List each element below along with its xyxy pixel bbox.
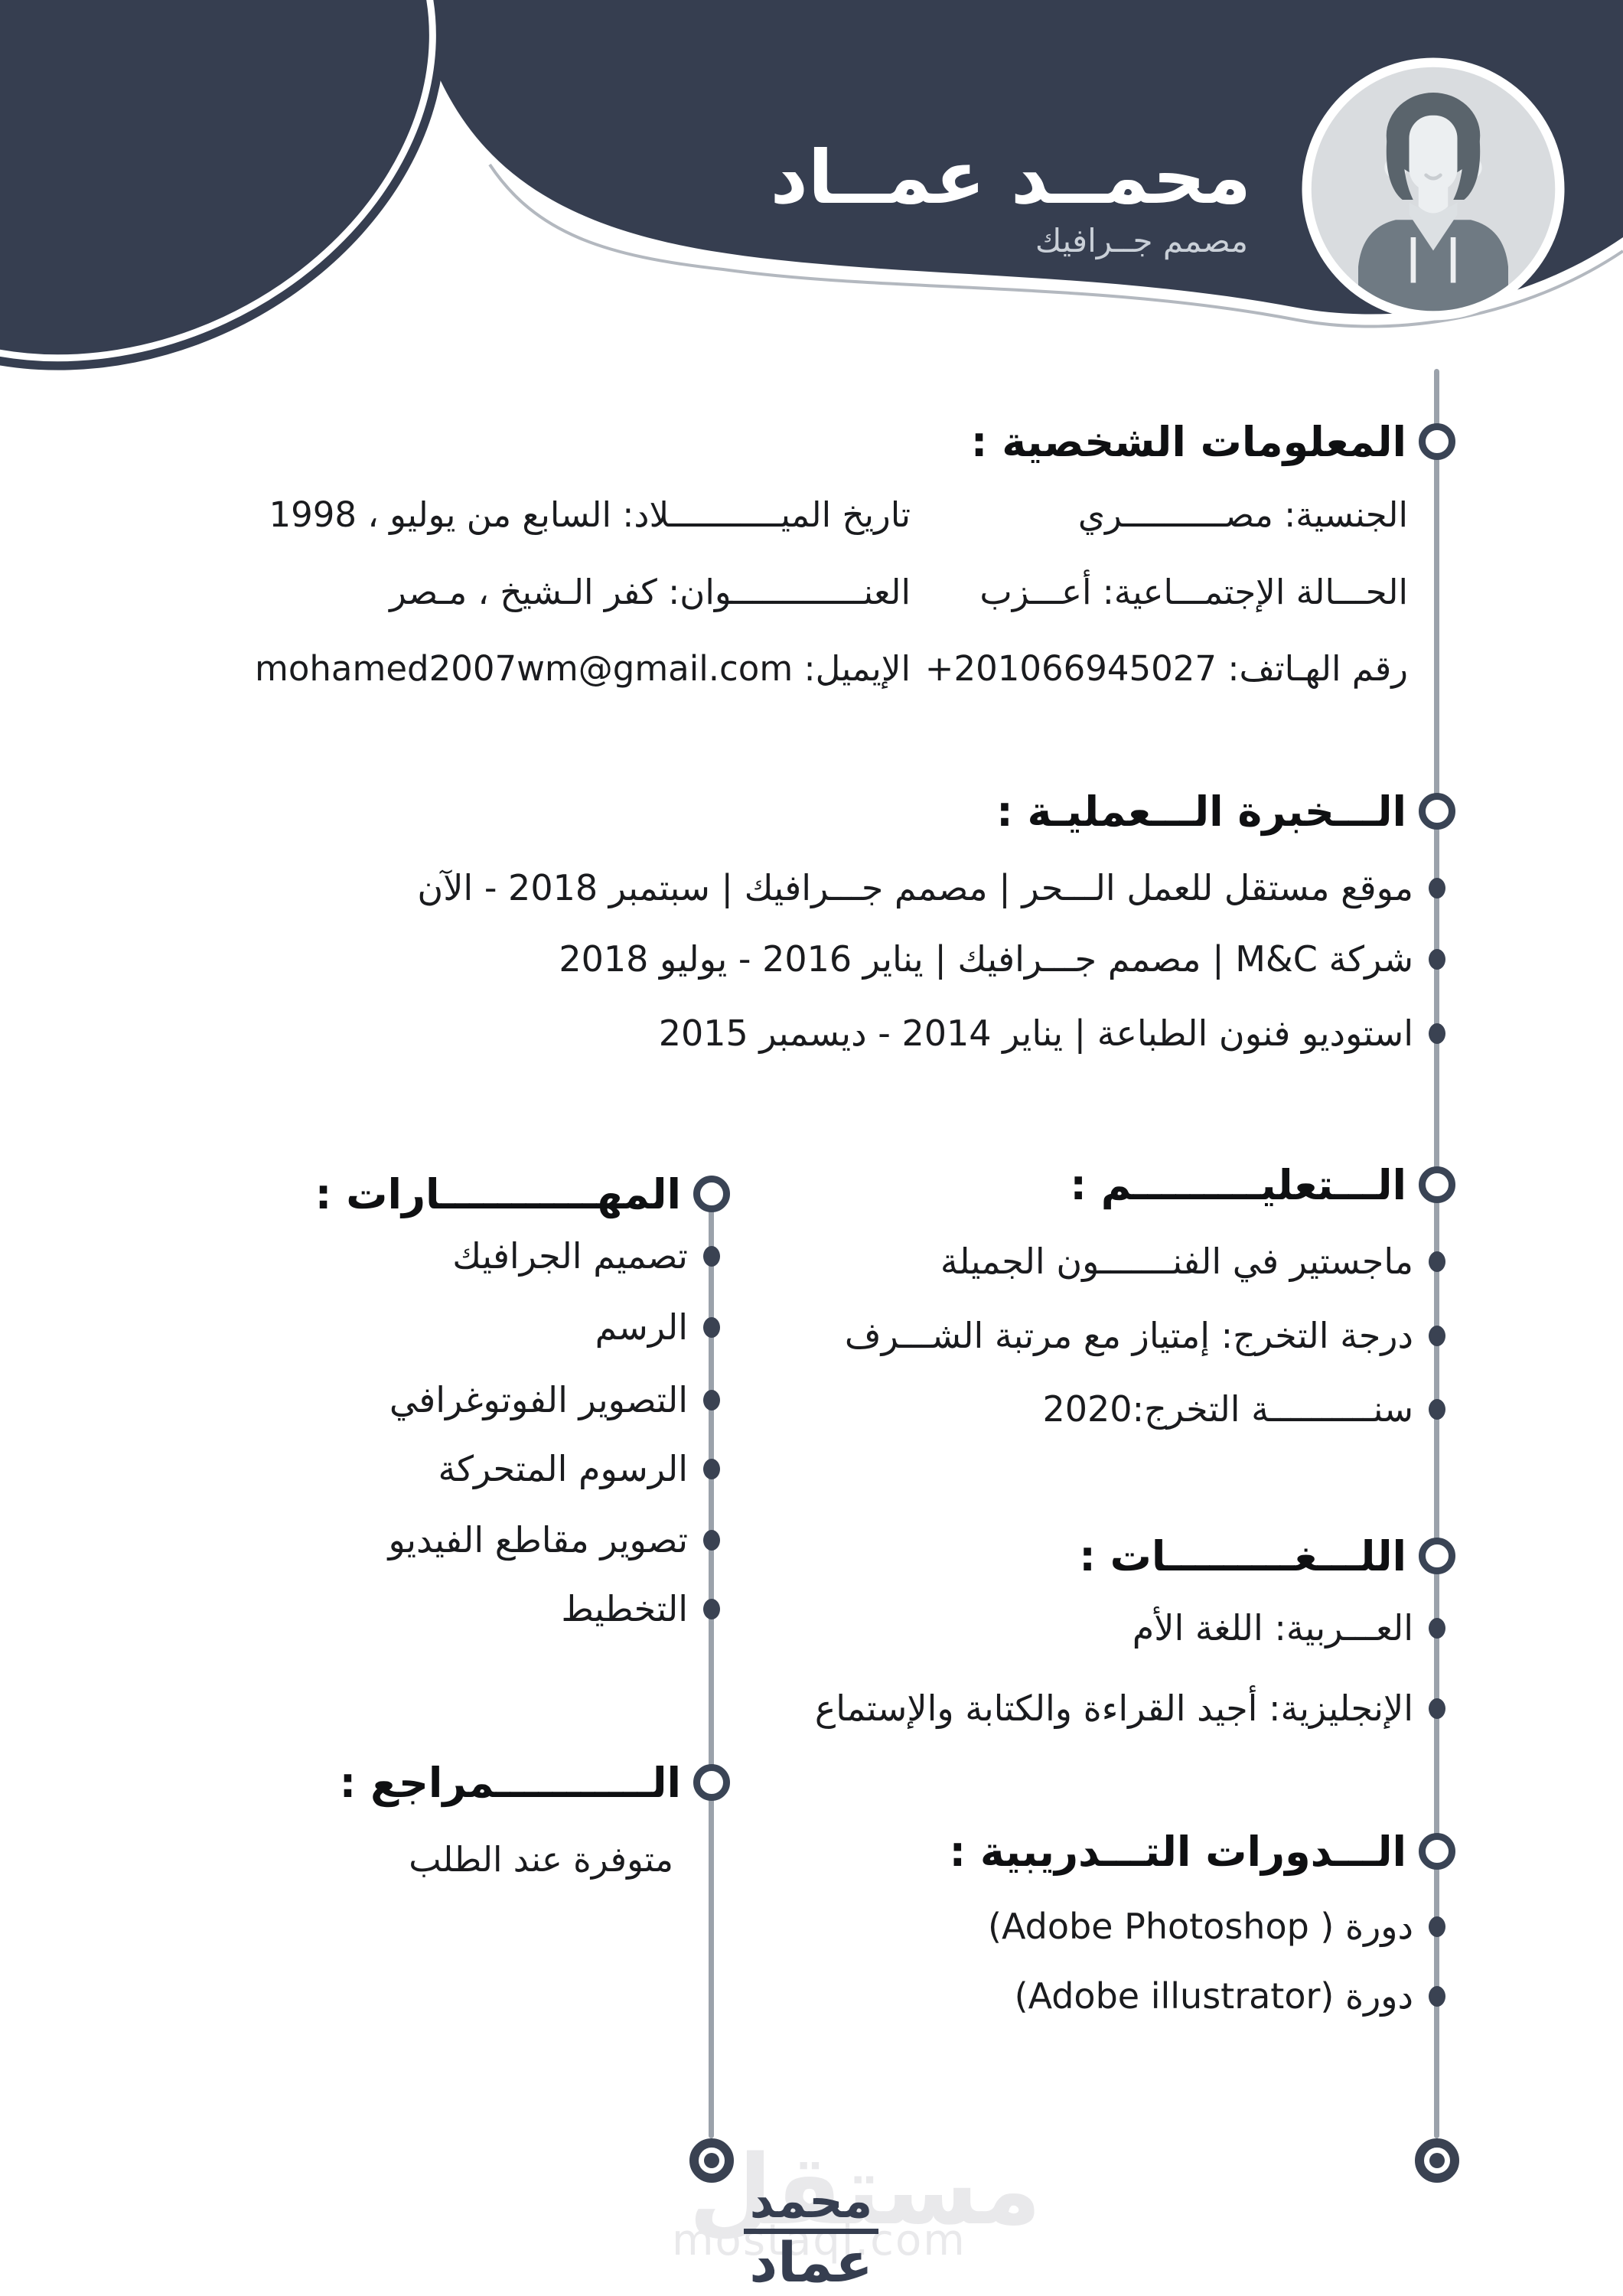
skill-text: التخطيط [561,1588,688,1629]
person-name: محمــد عمــاد [770,135,1251,220]
avatar-vneck [1409,202,1458,251]
language-text: الإنجليزية: أجيد القراءة والكتابة والإست… [814,1688,1413,1729]
section-heading-personal: المعلومات الشخصية : [971,416,1455,468]
avatar [1302,57,1565,321]
signature-logo: محمد عماد [727,2176,895,2292]
skill-text: التصوير الفوتوغرافي [389,1379,688,1420]
avatar-face [1409,115,1458,192]
avatar-drawstring-left [1410,237,1416,283]
course-text: دورة ( Adobe Photoshop) [988,1906,1413,1947]
timeline-left [709,1194,714,2138]
bullet-dot-icon [1429,948,1445,970]
bullet-dot-icon [1429,1251,1445,1272]
references-text: متوفرة عند الطلب [409,1839,673,1880]
bullet-dot-icon [1429,1698,1445,1719]
bullet-dot-icon [1429,1398,1445,1420]
section-title: الـــدورات التـــدريبية : [949,1827,1406,1876]
education-item: درجة التخرج: إمتياز مع مرتبة الشـــرف [845,1313,1445,1358]
section-heading-education: الـــتعليـــــــــم : [1070,1159,1455,1211]
personal-row-nationality: الجنسية: مصــــــــــري [1077,494,1408,535]
skill-text: تصميم الجرافيك [452,1235,688,1277]
skill-text: الرسم [595,1306,688,1348]
skill-item: الرسوم المتحركة [438,1446,720,1492]
section-circle-icon [693,1764,730,1801]
section-title: الـــخبرة الـــعمليـة : [996,787,1406,836]
education-text: ماجستير في الفنـــــــون الجميلة [940,1241,1413,1282]
section-circle-icon [1419,1833,1455,1870]
timeline-right-end-icon [1415,2138,1459,2183]
bullet-dot-icon [703,1529,720,1551]
skill-item: الرسم [595,1304,720,1350]
education-text: سنــــــــــة التخرج:2020 [1042,1388,1414,1430]
bullet-dot-icon [1429,1022,1445,1044]
personal-row-marital-status: الحـــالة الإجتمـــاعية: أعـــزب [979,572,1408,612]
person-job-title: مصمم جــرافيك [1035,222,1248,259]
skill-item: تصميم الجرافيك [452,1233,720,1279]
section-title: المعلومات الشخصية : [970,417,1406,466]
personal-row-birthdate: تاريخ الميـــــــــــلاد: السابع من يولي… [269,494,911,535]
bullet-dot-icon [1429,1325,1445,1346]
bullet-dot-icon [703,1458,720,1479]
section-circle-icon [1419,1538,1455,1574]
section-heading-references: الـــــــــــمراجع : [340,1756,730,1808]
avatar-hair-side-left [1386,127,1413,200]
skill-text: الرسوم المتحركة [438,1448,689,1489]
bullet-dot-icon [1429,877,1445,899]
bullet-dot-icon [703,1245,720,1267]
watermark-arabic: مستقل [689,2134,1041,2246]
avatar-drawstring-right [1450,237,1456,283]
section-heading-languages: اللـــغـــــــــات : [1079,1530,1455,1582]
signature-line2: عماد [749,2230,873,2295]
course-item: دورة (Adobe illustrator) [1015,1973,1445,2019]
skill-item: تصوير مقاطع الفيديو [388,1517,720,1563]
course-item: دورة ( Adobe Photoshop) [988,1903,1445,1949]
experience-item: استوديو فنون الطباعة | يناير 2014 - ديسم… [659,1010,1445,1056]
signature-line1: محمد [743,2176,879,2235]
header-ellipse [0,0,436,362]
bullet-dot-icon [1429,1985,1445,2007]
language-item: العـــربية: اللغة الأم [1133,1605,1445,1651]
watermark-domain: mostaql.com [672,2216,966,2265]
section-heading-skills: المهـــــــــــارات : [315,1168,730,1220]
bullet-dot-icon [703,1389,720,1411]
experience-text: موقع مستقل للعمل الـــحر | مصمم جـــرافي… [417,867,1413,908]
personal-row-email: الإيميل: mohamed2007wm@gmail.com [255,648,911,689]
section-circle-icon [1419,1166,1455,1203]
education-item: ماجستير في الفنـــــــون الجميلة [940,1238,1445,1284]
skill-item: التخطيط [561,1586,720,1632]
skill-text: تصوير مقاطع الفيديو [388,1519,688,1561]
avatar-hair-side-right [1453,127,1481,200]
section-heading-experience: الـــخبرة الـــعمليـة : [996,785,1455,837]
section-title: الـــتعليـــــــــم : [1070,1160,1406,1209]
experience-text: استوديو فنون الطباعة | يناير 2014 - ديسم… [658,1013,1413,1054]
avatar-hoodie [1358,220,1508,311]
bullet-dot-icon [703,1598,720,1619]
education-item: سنــــــــــة التخرج:2020 [1042,1386,1445,1432]
language-text: العـــربية: اللغة الأم [1132,1607,1413,1649]
experience-text: شركة M&C | مصمم جـــرافيك | يناير 2016 -… [559,938,1413,980]
skill-item: التصوير الفوتوغرافي [389,1377,720,1423]
section-heading-courses: الـــدورات التـــدريبية : [949,1825,1455,1877]
avatar-neck [1418,181,1449,214]
header-graphic [0,0,1623,370]
bullet-dot-icon [1429,1617,1445,1639]
education-text: درجة التخرج: إمتياز مع مرتبة الشـــرف [844,1315,1413,1356]
personal-row-phone: رقم الهـاتف: ‎+201066945027 [924,648,1408,689]
language-item: الإنجليزية: أجيد القراءة والكتابة والإست… [815,1685,1445,1731]
section-title: المهـــــــــــارات : [314,1169,681,1218]
section-title: الـــــــــــمراجع : [339,1758,681,1807]
avatar-smile [1424,173,1442,181]
bullet-dot-icon [1429,1916,1445,1937]
personal-row-address: العنـــــــــــــوان: كفر الـشيخ ، مـصر [389,572,911,612]
section-circle-icon [1419,423,1455,460]
section-title: اللـــغـــــــــات : [1079,1531,1406,1580]
experience-item: موقع مستقل للعمل الـــحر | مصمم جـــرافي… [417,865,1445,911]
section-circle-icon [1419,793,1455,830]
bullet-dot-icon [703,1316,720,1338]
section-circle-icon [693,1176,730,1212]
course-text: دورة (Adobe illustrator) [1014,1975,1413,2017]
experience-item: شركة M&C | مصمم جـــرافيك | يناير 2016 -… [559,936,1445,982]
